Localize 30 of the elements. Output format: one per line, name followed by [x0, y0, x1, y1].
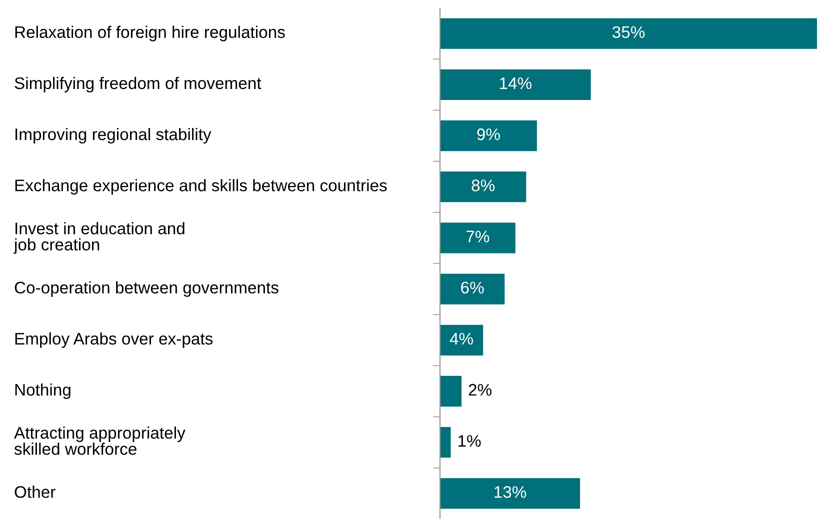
- data-label: 35%: [612, 26, 645, 38]
- y-tick-label: Attracting appropriately skilled workforce: [14, 426, 186, 455]
- bar: [440, 120, 537, 152]
- y-tick-label: Nothing: [15, 383, 70, 400]
- bar: [440, 69, 591, 100]
- data-label: 6%: [461, 282, 484, 294]
- bar: [440, 172, 526, 202]
- y-tick-label: Employ Arabs over ex-pats: [15, 332, 213, 348]
- bar: [440, 18, 817, 49]
- y-tick-label: Exchange experience and skills between countries: [15, 179, 387, 195]
- y-tick-label: Co-operation between governments: [14, 281, 278, 297]
- data-label: 2%: [468, 384, 492, 396]
- y-tick-label: Simplifying freedom of movement: [14, 76, 262, 92]
- bar: [440, 324, 484, 356]
- data-label: 9%: [477, 128, 500, 140]
- bar: [440, 222, 516, 254]
- bar: [440, 427, 451, 458]
- data-label: 7%: [466, 230, 490, 242]
- y-tick-label: Other: [14, 486, 56, 498]
- bar: [440, 478, 580, 509]
- bar: [440, 376, 462, 407]
- y-tick-label: Invest in education and job creation: [14, 222, 184, 254]
- data-label: 13%: [494, 486, 526, 498]
- y-tick-label: Relaxation of foreign hire regulations: [15, 26, 285, 42]
- y-tick-label: Improving regional stability: [16, 128, 212, 144]
- data-label: 4%: [450, 332, 473, 345]
- data-label: 14%: [500, 77, 532, 90]
- data-label: 8%: [472, 180, 495, 192]
- bar: [440, 274, 505, 304]
- data-label: 1%: [458, 435, 481, 447]
